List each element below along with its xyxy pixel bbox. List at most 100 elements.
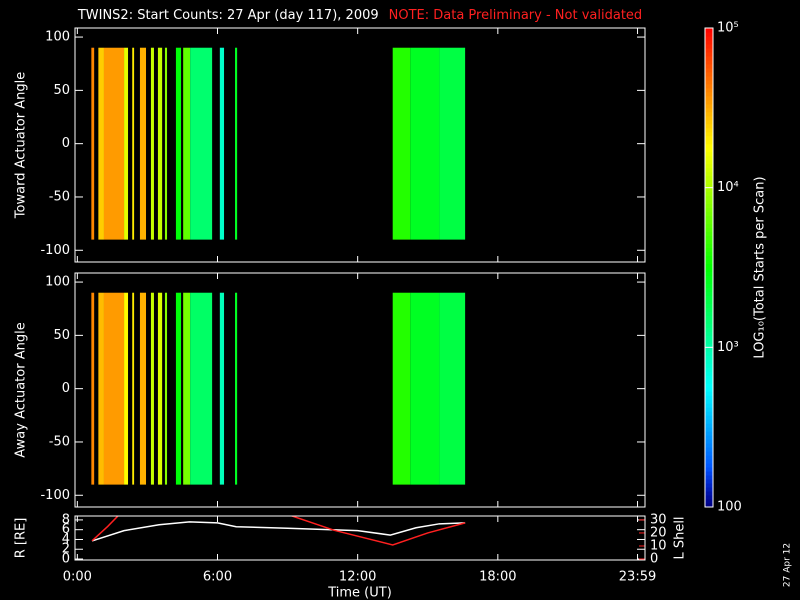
y-tick-label: 0 <box>62 381 70 396</box>
colorbar-step <box>705 463 713 468</box>
colorbar-step <box>705 311 713 316</box>
colorbar-step <box>705 175 713 181</box>
colorbar-step <box>705 67 713 73</box>
colorbar-step <box>705 495 713 500</box>
colorbar-step <box>705 279 713 284</box>
colorbar-step <box>705 215 713 221</box>
colorbar-step <box>705 383 713 388</box>
plot-frame <box>74 27 646 263</box>
colorbar-step <box>705 335 713 340</box>
colorbar-step <box>705 47 713 53</box>
colorbar-step <box>705 87 713 93</box>
colorbar-step <box>705 291 713 296</box>
colorbar-step <box>705 351 713 356</box>
colorbar-tick-label: 10⁵ <box>717 21 739 36</box>
y-tick-label: 4 <box>62 532 70 547</box>
heatmap-cell <box>392 47 411 240</box>
colorbar-step <box>705 83 713 89</box>
colorbar-step <box>705 295 713 300</box>
heatmap-cell <box>98 292 104 485</box>
colorbar-step <box>705 231 713 237</box>
colorbar-step <box>705 303 713 308</box>
heatmap-cell <box>124 292 129 485</box>
y-tick-label: -100 <box>40 243 70 258</box>
colorbar-step <box>705 435 713 440</box>
colorbar-step <box>705 51 713 57</box>
x-tick-label: 12:00 <box>339 570 376 585</box>
y-tick-label: 6 <box>62 522 70 537</box>
y-tick-label: 50 <box>53 328 70 343</box>
heatmap-cell <box>139 292 147 485</box>
y2-tick-label: 10 <box>650 538 667 553</box>
heatmap-cell <box>235 47 238 240</box>
heatmap-cell <box>190 47 213 240</box>
colorbar-label: LOG₁₀(Total Starts per Scan) <box>753 176 768 358</box>
colorbar-step <box>705 235 713 241</box>
colorbar-step <box>705 155 713 161</box>
colorbar-step <box>705 367 713 372</box>
heatmap-cell <box>183 292 191 485</box>
y2-tick-label: 20 <box>650 525 667 540</box>
heatmap-cell <box>91 47 95 240</box>
y-tick-label: -50 <box>49 189 70 204</box>
colorbar-step <box>705 91 713 97</box>
colorbar-step <box>705 467 713 472</box>
heatmap-cell <box>439 47 466 240</box>
y-tick-label: 8 <box>62 512 70 527</box>
colorbar-step <box>705 179 713 185</box>
colorbar-step <box>705 107 713 113</box>
colorbar-step <box>705 127 713 133</box>
y-tick-label: 100 <box>45 275 70 290</box>
y2-tick-label: 0 <box>650 552 658 567</box>
colorbar-step <box>705 151 713 157</box>
colorbar-step <box>705 447 713 452</box>
y-tick-label: -50 <box>49 434 70 449</box>
colorbar-step <box>705 491 713 496</box>
colorbar-step <box>705 71 713 77</box>
y-tick-label: -100 <box>40 488 70 503</box>
colorbar-step <box>705 443 713 448</box>
colorbar-step <box>705 391 713 396</box>
colorbar-step <box>705 79 713 85</box>
colorbar-step <box>705 171 713 177</box>
colorbar-step <box>705 375 713 380</box>
heatmap-cell <box>392 292 411 485</box>
colorbar-step <box>705 191 713 197</box>
plot-frame <box>74 272 646 508</box>
heatmap-cell <box>410 292 440 485</box>
colorbar-step <box>705 399 713 404</box>
colorbar-step <box>705 371 713 376</box>
heatmap-cell <box>164 47 168 240</box>
colorbar-step <box>705 439 713 444</box>
heatmap-cell <box>164 292 168 485</box>
y-tick-label: 2 <box>62 542 70 557</box>
colorbar-step <box>705 35 713 41</box>
colorbar-step <box>705 283 713 288</box>
colorbar-step <box>705 483 713 488</box>
y-tick-label: 50 <box>53 83 70 98</box>
colorbar-step <box>705 259 713 265</box>
colorbar-step <box>705 339 713 344</box>
colorbar-step <box>705 343 713 348</box>
colorbar-step <box>705 287 713 292</box>
note: NOTE: Data Preliminary - Not validated <box>389 8 643 23</box>
y-axis-label: Away Actuator Angle <box>14 322 29 457</box>
colorbar-tick-label: 100 <box>717 500 742 515</box>
colorbar-step <box>705 211 713 217</box>
colorbar-step <box>705 487 713 492</box>
colorbar-step <box>705 123 713 129</box>
heatmap-cell <box>124 47 129 240</box>
colorbar-step <box>705 387 713 392</box>
heatmap-cell <box>132 292 135 485</box>
heatmap-cell <box>235 292 238 485</box>
colorbar-step <box>705 131 713 137</box>
heatmap-cell <box>150 292 154 485</box>
heatmap-cell <box>103 292 125 485</box>
line-series <box>91 516 466 546</box>
heatmap-cell <box>157 47 163 240</box>
colorbar-step <box>705 103 713 109</box>
heatmap-cell <box>219 292 225 485</box>
colorbar-step <box>705 363 713 368</box>
